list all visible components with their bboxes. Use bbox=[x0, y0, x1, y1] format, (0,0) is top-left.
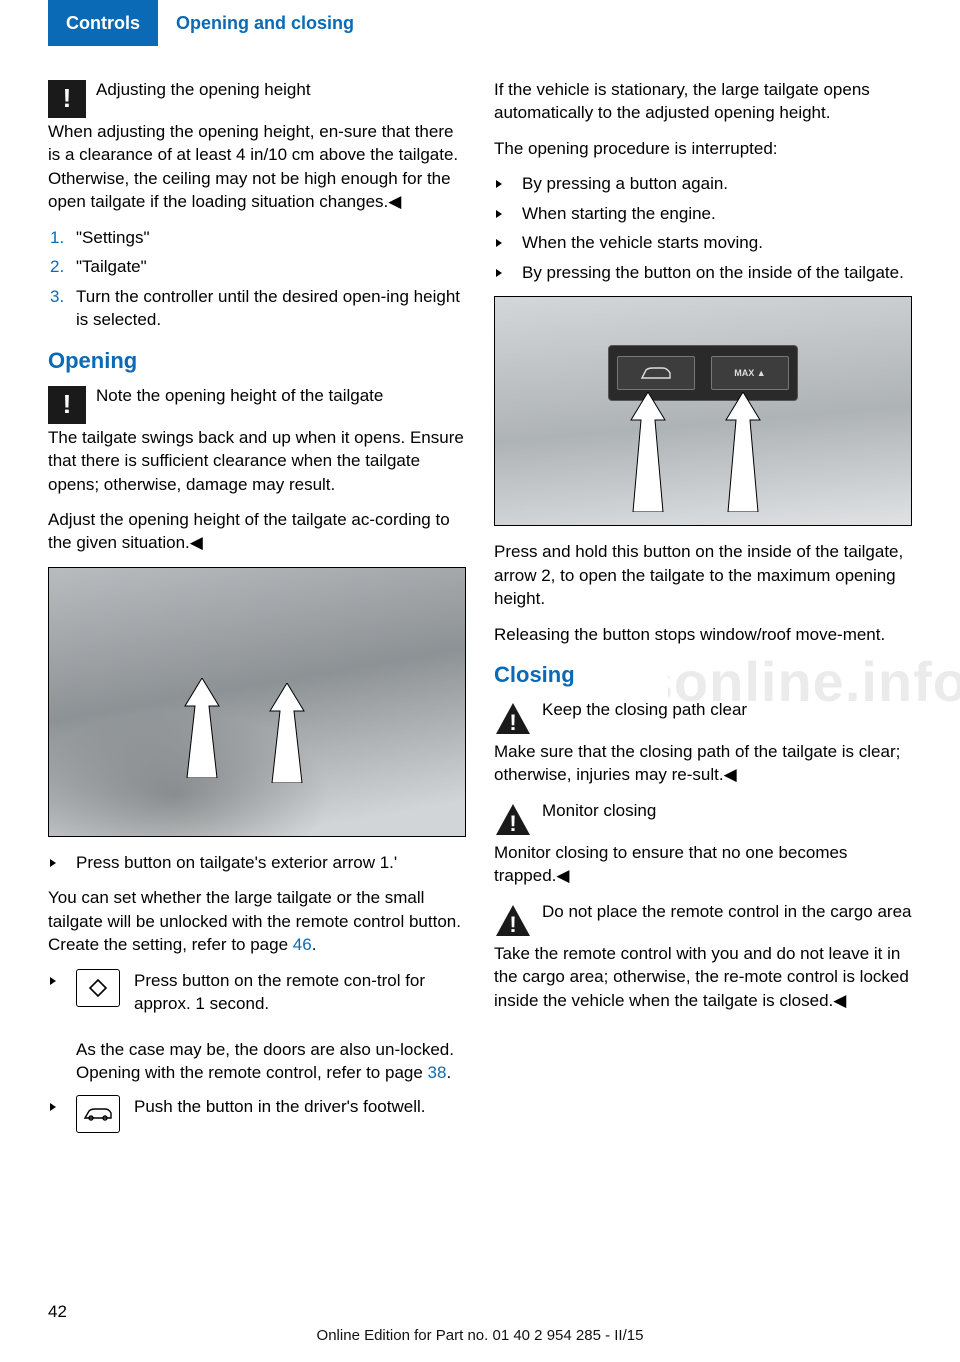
press-exterior-list: Press button on tailgate's exterior arro… bbox=[48, 851, 466, 874]
svg-text:!: ! bbox=[509, 710, 516, 735]
warning-triangle-icon: ! bbox=[494, 700, 532, 738]
figure-tailgate-inside: MAX ▲ 1 2 bbox=[494, 296, 912, 526]
footer-line: Online Edition for Part no. 01 40 2 954 … bbox=[0, 1327, 960, 1344]
fig-left-label-1: 1 bbox=[197, 686, 206, 706]
svg-text:!: ! bbox=[509, 811, 516, 836]
heading-opening: Opening bbox=[48, 348, 466, 374]
warn1-body: When adjusting the opening height, en‐su… bbox=[48, 120, 466, 214]
step-1: 1."Settings" bbox=[48, 226, 466, 249]
header-tabs: Controls Opening and closing bbox=[0, 0, 960, 46]
interrupt-3: When the vehicle starts moving. bbox=[494, 231, 912, 254]
warn3-title: Keep the closing path clear bbox=[542, 698, 747, 721]
warn5-title: Do not place the remote control in the c… bbox=[542, 900, 912, 923]
heading-closing: Closing bbox=[494, 662, 912, 688]
remote-sub-para: As the case may be, the doors are also u… bbox=[48, 1038, 466, 1085]
remote-setting-para: You can set whether the large tailgate o… bbox=[48, 886, 466, 956]
right-p2: The opening procedure is interrupted: bbox=[494, 137, 912, 160]
right-p3: Press and hold this button on the inside… bbox=[494, 540, 912, 610]
tab-opening-closing: Opening and closing bbox=[158, 0, 372, 46]
panel-btn-max: MAX ▲ bbox=[711, 356, 789, 390]
warn2-body2: Adjust the opening height of the tailgat… bbox=[48, 508, 466, 555]
panel-btn-car-icon bbox=[617, 356, 695, 390]
interrupt-1: By pressing a button again. bbox=[494, 172, 912, 195]
warning-triangle-icon: ! bbox=[494, 801, 532, 839]
warn2-body: The tailgate swings back and up when it … bbox=[48, 426, 466, 496]
fig-left-label-2: 2 bbox=[282, 691, 291, 711]
footwell-list: Push the button in the driver's footwell… bbox=[48, 1095, 466, 1143]
fig-right-label-1: 1 bbox=[643, 400, 652, 420]
settings-steps: 1."Settings" 2."Tailgate" 3.Turn the con… bbox=[48, 226, 466, 332]
tab-controls: Controls bbox=[48, 0, 158, 46]
step-2: 2."Tailgate" bbox=[48, 255, 466, 278]
footwell-item: Push the button in the driver's footwell… bbox=[48, 1095, 466, 1143]
fig-right-label-2: 2 bbox=[738, 400, 747, 420]
tab-controls-label: Controls bbox=[66, 13, 140, 34]
step-3: 3.Turn the controller until the desired … bbox=[48, 285, 466, 332]
right-p4: Releasing the button stops window/roof m… bbox=[494, 623, 912, 646]
remote-diamond-icon bbox=[76, 969, 120, 1007]
figure-tailgate-exterior: 1 2 bbox=[48, 567, 466, 837]
tab-secondary-label: Opening and closing bbox=[176, 13, 354, 34]
interrupt-4: By pressing the button on the inside of … bbox=[494, 261, 912, 284]
remote-actions-list: Press button on the remote con‐trol for … bbox=[48, 969, 466, 1026]
car-rear-icon bbox=[76, 1095, 120, 1133]
page-number: 42 bbox=[48, 1302, 67, 1322]
warning-monitor-closing: ! Monitor closing bbox=[494, 799, 912, 839]
caution-icon bbox=[48, 80, 86, 118]
warn2-title: Note the opening height of the tailgate bbox=[96, 384, 383, 407]
content-columns: Adjusting the opening height When adjust… bbox=[48, 78, 912, 1155]
warning-closing-path: ! Keep the closing path clear bbox=[494, 698, 912, 738]
warning-adjust-height: Adjusting the opening height bbox=[48, 78, 466, 118]
page: armanualsonline.info Controls Opening an… bbox=[0, 0, 960, 1362]
right-column: If the vehicle is stationary, the large … bbox=[494, 78, 912, 1155]
page-link-46[interactable]: 46 bbox=[293, 935, 312, 954]
warn3-body: Make sure that the closing path of the t… bbox=[494, 740, 912, 787]
svg-text:!: ! bbox=[509, 912, 516, 937]
press-exterior-item: Press button on tailgate's exterior arro… bbox=[48, 851, 466, 874]
warning-note-height: Note the opening height of the tailgate bbox=[48, 384, 466, 424]
interrupt-list: By pressing a button again. When startin… bbox=[494, 172, 912, 284]
interrupt-2: When starting the engine. bbox=[494, 202, 912, 225]
warn1-title: Adjusting the opening height bbox=[96, 78, 311, 101]
warn5-body: Take the remote control with you and do … bbox=[494, 942, 912, 1012]
left-column: Adjusting the opening height When adjust… bbox=[48, 78, 466, 1155]
remote-press-item: Press button on the remote con‐trol for … bbox=[48, 969, 466, 1026]
right-p1: If the vehicle is stationary, the large … bbox=[494, 78, 912, 125]
warn4-body: Monitor closing to ensure that no one be… bbox=[494, 841, 912, 888]
warning-triangle-icon: ! bbox=[494, 902, 532, 940]
page-link-38[interactable]: 38 bbox=[428, 1063, 447, 1082]
caution-icon bbox=[48, 386, 86, 424]
warning-remote-cargo: ! Do not place the remote control in the… bbox=[494, 900, 912, 940]
warn4-title: Monitor closing bbox=[542, 799, 656, 822]
